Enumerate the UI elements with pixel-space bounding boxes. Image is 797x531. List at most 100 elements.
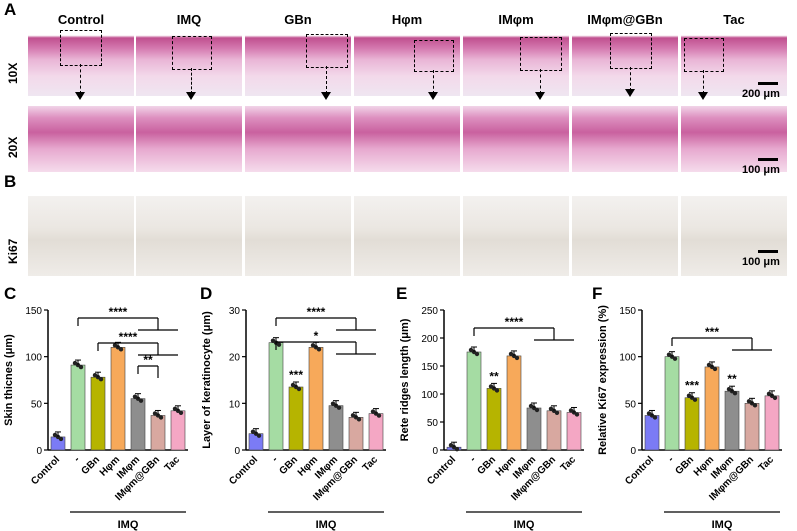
histology-20x-gbn bbox=[245, 106, 351, 172]
data-point bbox=[376, 413, 382, 418]
panel-letter-f: F bbox=[592, 284, 603, 303]
histology-10x-control bbox=[28, 30, 134, 96]
bar bbox=[684, 397, 700, 451]
data-point bbox=[78, 364, 84, 370]
bar bbox=[170, 410, 186, 451]
y-tick-label: 0 bbox=[36, 446, 42, 457]
y-tick-label: 100 bbox=[619, 353, 636, 364]
ki67-gbn bbox=[245, 196, 351, 276]
x-tick-label: GBn bbox=[79, 454, 102, 477]
y-tick-label: 20 bbox=[229, 353, 241, 364]
data-point bbox=[772, 395, 778, 401]
arrowhead-imq bbox=[186, 92, 196, 100]
x-tick-label: Tac bbox=[559, 454, 579, 474]
column-title-imphim: IMφm bbox=[498, 12, 534, 27]
data-point bbox=[712, 366, 718, 372]
significance-stars: *** bbox=[705, 325, 719, 339]
row-label-10x: 10X bbox=[6, 62, 20, 84]
row-label-ki67: Ki67 bbox=[6, 238, 20, 264]
y-tick-label: 250 bbox=[421, 306, 438, 317]
ki67-control bbox=[28, 196, 134, 276]
scale-label-10x: 200 μm bbox=[742, 88, 780, 100]
bar bbox=[268, 342, 284, 451]
arrowhead-gbn bbox=[321, 92, 331, 100]
bar bbox=[150, 415, 166, 451]
data-point bbox=[276, 342, 282, 347]
x-tick-label: Tac bbox=[361, 454, 381, 474]
y-axis-label: Skin thicnes (μm) bbox=[3, 334, 15, 426]
zoom-arrow-tac bbox=[703, 70, 704, 94]
bar bbox=[526, 407, 542, 451]
y-axis-label: Relative Ki67 expression (%) bbox=[597, 305, 609, 455]
x-tick-label: Tac bbox=[757, 454, 777, 474]
bar bbox=[90, 376, 106, 451]
ki67-imq bbox=[136, 196, 242, 276]
data-point bbox=[652, 415, 658, 420]
zoom-arrow-gbn bbox=[326, 66, 327, 94]
zoom-box-tac bbox=[684, 38, 724, 72]
bar bbox=[466, 351, 482, 451]
bar bbox=[368, 413, 384, 451]
panel-letter-a: A bbox=[4, 0, 17, 19]
bar bbox=[110, 347, 126, 451]
bar bbox=[328, 405, 344, 451]
x-tick-label: - bbox=[270, 454, 280, 464]
y-tick-label: 150 bbox=[25, 306, 42, 317]
y-tick-label: 0 bbox=[630, 446, 636, 457]
histology-10x-imphim bbox=[463, 30, 569, 96]
panel-letter-d: D bbox=[200, 284, 213, 303]
scale-label-20x: 100 μm bbox=[742, 164, 780, 176]
histology-20x-tac bbox=[681, 106, 787, 172]
bar bbox=[70, 364, 86, 451]
data-point bbox=[118, 347, 124, 352]
data-point bbox=[98, 377, 104, 382]
group-label: IMQ bbox=[118, 519, 139, 531]
zoom-arrow-control bbox=[80, 64, 81, 94]
histology-20x-hphim bbox=[354, 106, 460, 172]
group-label: IMQ bbox=[316, 519, 337, 531]
arrowhead-hphim bbox=[428, 92, 438, 100]
data-point bbox=[256, 433, 262, 438]
column-title-imphim-gbn: IMφm@GBn bbox=[587, 12, 663, 27]
data-point bbox=[138, 398, 144, 403]
x-tick-label: GBn bbox=[277, 454, 300, 477]
significance-stars: *** bbox=[685, 379, 699, 393]
x-tick-label: Control bbox=[425, 454, 458, 487]
y-tick-label: 50 bbox=[427, 418, 439, 429]
zoom-box-control bbox=[60, 30, 102, 66]
data-point bbox=[296, 386, 302, 392]
arrowhead-control bbox=[75, 92, 85, 100]
significance-stars: ** bbox=[489, 369, 499, 383]
column-title-hphim: Hφm bbox=[391, 12, 423, 27]
histology-20x-imphim-gbn bbox=[572, 106, 678, 172]
zoom-arrow-imq bbox=[191, 68, 192, 94]
ki67-imphim bbox=[463, 196, 569, 276]
data-point bbox=[752, 403, 758, 408]
significance-stars: **** bbox=[505, 315, 524, 329]
y-tick-label: 100 bbox=[25, 353, 42, 364]
column-title-tac: Tac bbox=[723, 12, 745, 27]
data-point bbox=[474, 351, 480, 357]
histology-10x-gbn bbox=[245, 30, 351, 96]
bar bbox=[664, 356, 680, 451]
ki67-tac bbox=[681, 196, 787, 276]
arrowhead-imphim-gbn bbox=[625, 89, 635, 97]
data-point bbox=[692, 397, 698, 402]
bar bbox=[644, 415, 660, 451]
significance-stars: **** bbox=[307, 305, 326, 319]
zoom-arrow-hphim bbox=[433, 70, 434, 94]
y-tick-label: 150 bbox=[421, 362, 438, 373]
x-tick-label: GBn bbox=[475, 454, 498, 477]
chart-rete-ridges: Rete ridges length (μm) 0 50 100 150 200 250 Co… bbox=[399, 306, 584, 531]
zoom-box-hphim bbox=[414, 40, 454, 72]
bar bbox=[566, 412, 582, 451]
bar bbox=[348, 417, 364, 451]
y-tick-label: 150 bbox=[619, 306, 636, 317]
scale-label-ki67: 100 μm bbox=[742, 256, 780, 268]
bar bbox=[288, 386, 304, 451]
zoom-arrow-imphim-gbn bbox=[630, 67, 631, 91]
data-point bbox=[316, 347, 322, 352]
y-tick-label: 10 bbox=[229, 399, 241, 410]
y-tick-label: 0 bbox=[432, 446, 438, 457]
data-point bbox=[732, 391, 738, 396]
